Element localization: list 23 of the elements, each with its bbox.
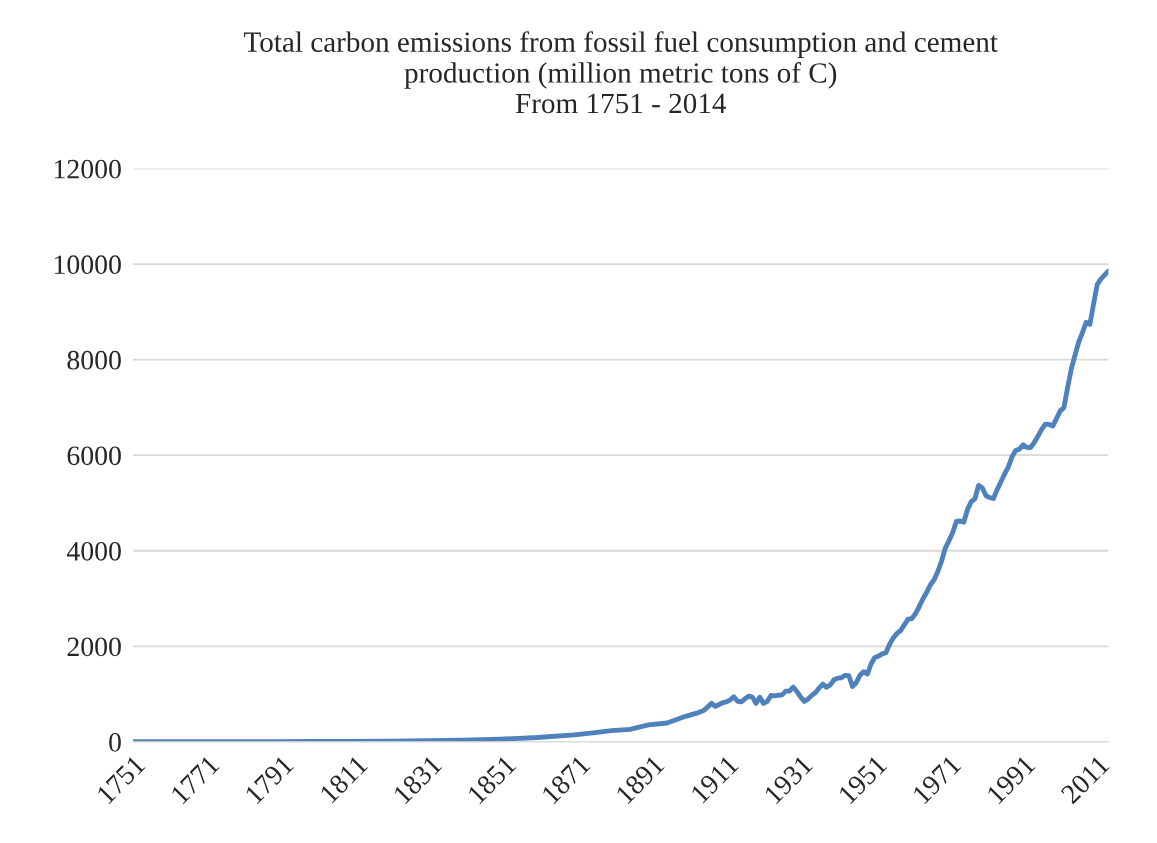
line-series [133, 268, 1109, 742]
y-tick-label: 0 [109, 733, 121, 752]
x-tick-label: 1831 [392, 754, 443, 805]
y-tick-label: 12000 [54, 159, 121, 179]
y-tick-label: 10000 [54, 255, 121, 275]
y-tick-label: 6000 [67, 446, 121, 466]
x-tick-label: 1811 [319, 754, 369, 804]
y-tick-label: 8000 [67, 350, 121, 370]
chart-title: Total carbon emissions from fossil fuel consumption and cement production (million metric tons of C) From 1751 - 2014 [244, 31, 998, 114]
x-tick-label: 2011 [1060, 754, 1110, 805]
x-tick-label: 1951 [837, 754, 888, 805]
x-tick-label: 1991 [986, 754, 1036, 805]
x-tick-label: 1911 [690, 754, 740, 804]
x-tick-label: 1931 [763, 754, 814, 805]
x-tick-label: 1751 [96, 754, 146, 805]
x-tick-label: 1871 [541, 754, 591, 805]
x-tick-label: 1791 [244, 754, 295, 805]
y-tick-label: 4000 [66, 541, 121, 561]
x-tick-label: 1971 [912, 754, 962, 805]
x-tick-label: 1891 [615, 754, 665, 805]
x-tick-label: 1851 [466, 754, 517, 805]
y-tick-label: 2000 [67, 637, 121, 657]
x-tick-label: 1771 [170, 754, 220, 805]
